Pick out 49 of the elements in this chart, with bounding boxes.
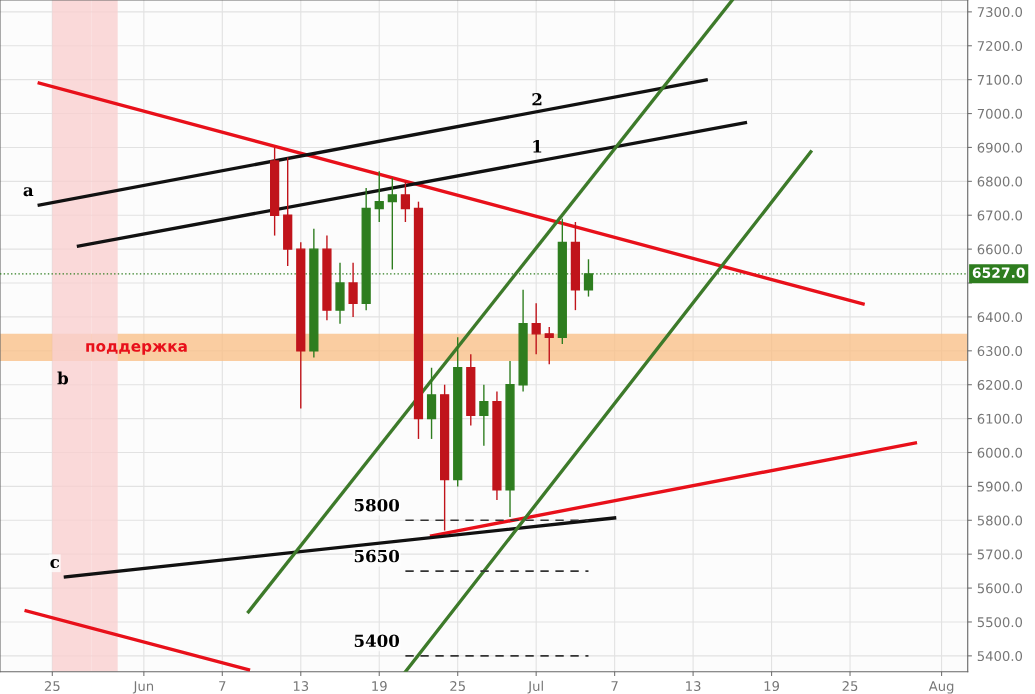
y-tick-label: 7000.0	[977, 108, 1023, 119]
y-tick-label: 6300.0	[977, 346, 1023, 357]
annotation: b	[57, 371, 69, 385]
y-tick-label: 5400.0	[977, 651, 1023, 662]
x-tick-label: Jun	[132, 681, 154, 694]
y-tick-label: 7200.0	[977, 40, 1023, 51]
y-tick-label: 6700.0	[977, 210, 1023, 221]
x-tick-label: 19	[764, 681, 780, 692]
y-tick-label: 5600.0	[977, 583, 1023, 594]
annotation: 1	[533, 140, 542, 153]
y-tick-label: 5800.0	[977, 515, 1023, 526]
y-tick-label: 7100.0	[977, 74, 1023, 85]
y-tick-label: 6400.0	[977, 312, 1023, 323]
y-tick-label: 6800.0	[977, 176, 1023, 187]
candlestick	[348, 261, 358, 318]
y-tick-label: 6200.0	[977, 379, 1023, 390]
annotation: c	[50, 558, 60, 569]
y-tick-label: 6900.0	[977, 142, 1023, 153]
annotation: a	[23, 187, 34, 197]
x-tick-label: Jul	[527, 680, 543, 694]
x-tick-label: 25	[450, 681, 465, 692]
y-tick-label: 7300.0	[977, 7, 1023, 18]
candlestick	[400, 180, 411, 223]
annotation: 2	[532, 93, 542, 106]
x-tick-label: 25	[842, 681, 858, 692]
y-tick-label: 5900.0	[977, 481, 1023, 492]
annotation: 5650	[354, 549, 400, 563]
annotation: 5800	[354, 498, 400, 512]
ref-line-label: 6527.0	[972, 267, 1025, 278]
x-tick-label: 19	[372, 681, 387, 692]
candlestick	[426, 367, 437, 440]
y-tick-label: 5700.0	[977, 549, 1023, 560]
band-label: поддержка	[86, 343, 187, 355]
candlestick	[374, 170, 384, 223]
x-tick-label: 7	[611, 681, 618, 691]
x-tick-label: Aug	[928, 681, 954, 694]
y-tick-label: 6000.0	[977, 447, 1023, 458]
y-tick-label: 6600.0	[977, 244, 1023, 255]
annotation: 5400	[354, 634, 400, 648]
x-tick-label: 7	[219, 681, 226, 691]
candlestick	[387, 177, 397, 271]
candlestick	[531, 302, 541, 355]
x-tick-label: 13	[686, 681, 701, 692]
y-tick-label: 6100.0	[977, 413, 1023, 424]
x-tick-label: 13	[293, 681, 309, 692]
candlestick	[544, 326, 554, 366]
y-tick-label: 5500.0	[977, 617, 1023, 628]
x-tick-label: 25	[44, 681, 60, 692]
candlestick	[479, 384, 489, 447]
